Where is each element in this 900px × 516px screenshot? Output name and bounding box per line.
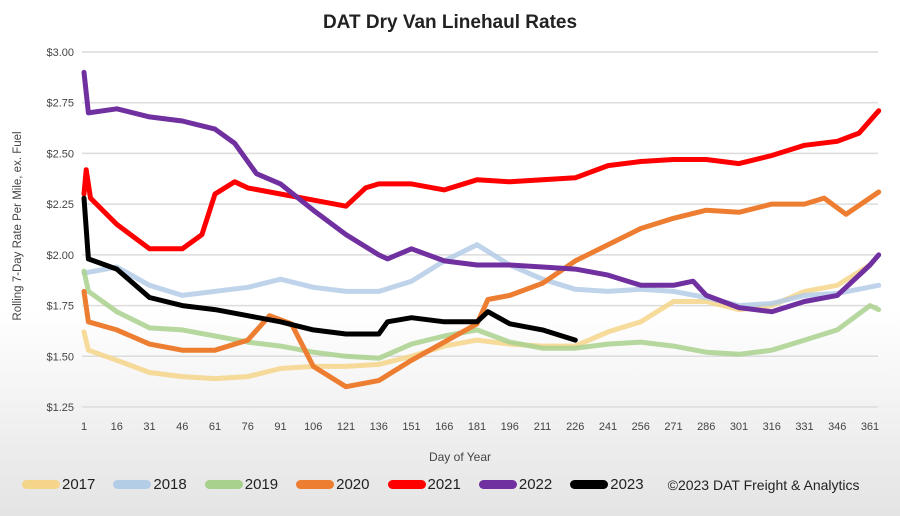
series-line-2017 bbox=[81, 262, 873, 382]
x-tick-label: 16 bbox=[111, 421, 123, 433]
x-tick-label: 361 bbox=[861, 421, 879, 433]
series-line-2018 bbox=[81, 242, 882, 309]
y-tick-label: $2.75 bbox=[46, 98, 74, 110]
series-line-2023 bbox=[81, 195, 578, 343]
legend-swatch bbox=[113, 480, 152, 489]
x-tick-label: 331 bbox=[795, 421, 813, 433]
legend-swatch bbox=[570, 480, 609, 489]
x-tick-label: 196 bbox=[501, 421, 519, 433]
x-tick-label: 241 bbox=[599, 421, 617, 433]
y-tick-label: $2.25 bbox=[46, 199, 74, 211]
x-tick-label: 256 bbox=[632, 421, 650, 433]
series-line-2022 bbox=[81, 69, 882, 315]
x-tick-label: 31 bbox=[143, 421, 155, 433]
y-tick-label: $2.00 bbox=[46, 250, 74, 262]
legend-swatch bbox=[22, 480, 60, 489]
y-tick-label: $1.25 bbox=[46, 402, 74, 414]
legend-item-2021: 2021 bbox=[387, 476, 461, 493]
x-tick-label: 181 bbox=[468, 421, 486, 433]
legend-item-2019: 2019 bbox=[204, 476, 279, 493]
y-tick-label: $1.50 bbox=[46, 351, 74, 363]
legend-label: 2021 bbox=[427, 476, 461, 493]
series-line-2021 bbox=[81, 108, 882, 252]
x-tick-label: 316 bbox=[763, 421, 781, 433]
legend-swatch bbox=[478, 480, 517, 489]
x-tick-label: 61 bbox=[209, 421, 221, 433]
legend-swatch bbox=[296, 480, 335, 489]
x-tick-label: 346 bbox=[828, 421, 846, 433]
legend-item-2022: 2022 bbox=[478, 476, 553, 493]
legend-label: 2020 bbox=[336, 476, 370, 493]
legend-label: 2019 bbox=[244, 476, 279, 493]
x-tick-label: 121 bbox=[337, 421, 355, 433]
legend-swatch bbox=[204, 480, 243, 489]
x-tick-label: 226 bbox=[566, 421, 584, 433]
legend-item-2018: 2018 bbox=[113, 476, 187, 493]
legend: 2017 2018 2019 2020 2021 2022 2023 ©2023 DAT Fr… bbox=[22, 476, 860, 493]
x-tick-label: 91 bbox=[274, 421, 286, 433]
y-tick-label: $3.00 bbox=[46, 47, 74, 59]
legend-swatch bbox=[387, 480, 426, 489]
x-tick-label: 271 bbox=[664, 421, 682, 433]
series-line-2020 bbox=[81, 189, 882, 390]
x-tick-label: 211 bbox=[534, 421, 552, 433]
legend-label: 2022 bbox=[518, 476, 553, 493]
x-tick-label: 286 bbox=[697, 421, 715, 433]
x-tick-label: 166 bbox=[435, 421, 453, 433]
legend-label: 2018 bbox=[153, 476, 187, 493]
x-tick-label: 301 bbox=[730, 421, 748, 433]
series-line-2019 bbox=[81, 268, 882, 361]
x-tick-label: 151 bbox=[402, 421, 420, 433]
legend-label: 2017 bbox=[62, 476, 96, 493]
legend-item-2017: 2017 bbox=[22, 476, 95, 493]
chart-title: DAT Dry Van Linehaul Rates bbox=[322, 12, 578, 33]
x-axis-label: Day of Year bbox=[428, 450, 492, 464]
legend-label: 2023 bbox=[610, 476, 644, 493]
y-tick-label: $1.75 bbox=[46, 301, 74, 313]
y-tick-label: $2.50 bbox=[46, 148, 74, 160]
legend-item-2020: 2020 bbox=[296, 476, 370, 493]
x-tick-label: 106 bbox=[304, 421, 322, 433]
x-tick-label: 136 bbox=[370, 421, 388, 433]
x-tick-label: 46 bbox=[176, 421, 188, 433]
legend-item-2023: 2023 bbox=[570, 476, 644, 493]
x-tick-label: 76 bbox=[242, 421, 254, 433]
copyright-notice: ©2023 DAT Freight & Analytics bbox=[667, 476, 860, 493]
x-tick-label: 1 bbox=[81, 421, 87, 433]
